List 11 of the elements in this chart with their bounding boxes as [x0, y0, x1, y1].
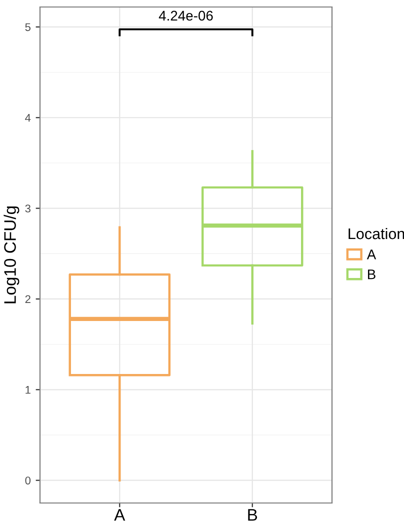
- y-tick-label: 3: [25, 204, 30, 212]
- y-tick-label: 1: [26, 386, 30, 394]
- legend-label: A: [366, 250, 376, 260]
- annotation: 4.24e-06: [158, 10, 213, 21]
- y-axis-title: Log10 CFU/g: [4, 206, 20, 304]
- y-tick-label: 0: [25, 476, 31, 484]
- legend-title: Location: [348, 228, 404, 240]
- y-tick-label: 4: [25, 114, 31, 122]
- y-tick-label: 2: [25, 295, 30, 304]
- legend-label: B: [368, 270, 376, 280]
- y-tick-label: 5: [25, 23, 31, 32]
